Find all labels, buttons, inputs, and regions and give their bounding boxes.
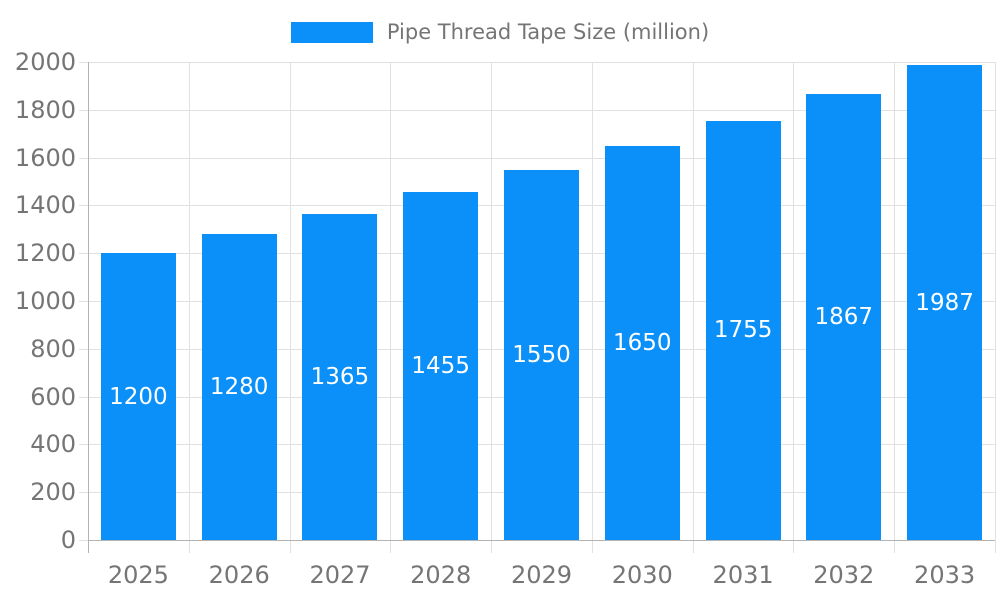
x-boundary-gridline [693, 62, 694, 553]
y-axis-tick-label: 2000 [14, 48, 76, 76]
x-axis-tick-label: 2028 [410, 561, 472, 589]
y-tick [79, 397, 88, 398]
y-axis-tick-label: 1400 [14, 191, 76, 219]
bar-value-label: 1650 [613, 329, 672, 356]
y-tick [79, 349, 88, 350]
x-boundary-gridline [491, 62, 492, 553]
bar [100, 253, 176, 540]
y-axis-tick-label: 1200 [14, 239, 76, 267]
y-axis-tick-label: 1600 [14, 144, 76, 172]
bar-value-label: 1200 [109, 383, 168, 410]
bar [403, 192, 479, 540]
y-axis-tick-label: 200 [30, 478, 76, 506]
bar [705, 120, 781, 540]
bar-value-label: 1280 [209, 374, 269, 400]
bar-value-label: 1550 [512, 341, 571, 368]
y-gridline [88, 62, 995, 63]
bar-value-label: 1755 [713, 317, 773, 344]
y-tick [79, 444, 88, 445]
y-gridline [88, 158, 995, 159]
x-boundary-gridline [894, 62, 895, 553]
y-axis-tick-label: 0 [60, 526, 76, 554]
bar-value-label: 1867 [814, 303, 874, 330]
y-gridline [88, 110, 995, 111]
y-tick [79, 253, 88, 254]
y-axis-tick-label: 800 [30, 335, 76, 363]
y-axis-line [88, 62, 89, 553]
x-axis-tick-label: 2030 [611, 561, 673, 589]
y-axis-tick-label: 1800 [14, 96, 76, 124]
legend-label: Pipe Thread Tape Size (million) [386, 20, 710, 44]
y-tick [79, 492, 88, 493]
x-axis-tick-label: 2033 [914, 561, 976, 589]
x-axis-tick-label: 2027 [309, 561, 371, 589]
bar [806, 93, 882, 540]
x-axis-tick-label: 2032 [813, 561, 875, 589]
y-tick [79, 62, 88, 63]
x-boundary-gridline [793, 62, 794, 553]
y-axis-tick-label: 400 [30, 430, 76, 458]
x-axis-tick-label: 2031 [712, 561, 774, 589]
y-tick [79, 540, 88, 541]
y-tick [79, 158, 88, 159]
y-tick [79, 110, 88, 111]
bar-value-label: 1455 [411, 353, 470, 380]
x-boundary-gridline [390, 62, 391, 553]
bar [907, 65, 983, 540]
bar [504, 169, 579, 540]
x-boundary-gridline [592, 62, 593, 553]
chart-legend: Pipe Thread Tape Size (million) [0, 20, 1000, 44]
bar-value-label: 1365 [310, 363, 370, 390]
bar-value-label: 1987 [915, 289, 974, 316]
x-axis-tick-label: 2029 [510, 561, 573, 589]
x-boundary-gridline [189, 62, 190, 553]
x-boundary-gridline [290, 62, 291, 553]
bar [201, 234, 277, 540]
y-axis-tick-label: 600 [30, 383, 76, 411]
bar [604, 145, 680, 540]
y-axis-tick-label: 1000 [14, 287, 76, 315]
y-tick [79, 205, 88, 206]
x-axis-tick-label: 2026 [208, 561, 270, 589]
x-boundary-gridline [995, 62, 996, 553]
x-axis-line [88, 540, 995, 541]
x-axis-tick-label: 2025 [107, 561, 169, 589]
y-tick [79, 301, 88, 302]
legend-swatch [290, 21, 373, 43]
bar [302, 213, 378, 540]
